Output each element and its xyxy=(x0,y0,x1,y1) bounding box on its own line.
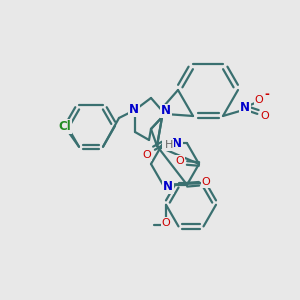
Text: Cl: Cl xyxy=(58,120,71,133)
Text: H: H xyxy=(165,140,173,150)
Text: O: O xyxy=(162,218,170,228)
Text: H: H xyxy=(163,140,171,150)
Text: N: N xyxy=(240,101,250,115)
Text: O: O xyxy=(261,111,269,121)
Text: N: N xyxy=(161,104,171,118)
Text: O: O xyxy=(255,95,263,105)
Text: -: - xyxy=(265,88,269,101)
Text: N: N xyxy=(163,180,173,193)
Text: O: O xyxy=(202,177,210,187)
Text: N: N xyxy=(172,137,182,150)
Text: O: O xyxy=(176,156,184,166)
Text: N: N xyxy=(129,103,139,116)
Text: O: O xyxy=(142,150,152,160)
